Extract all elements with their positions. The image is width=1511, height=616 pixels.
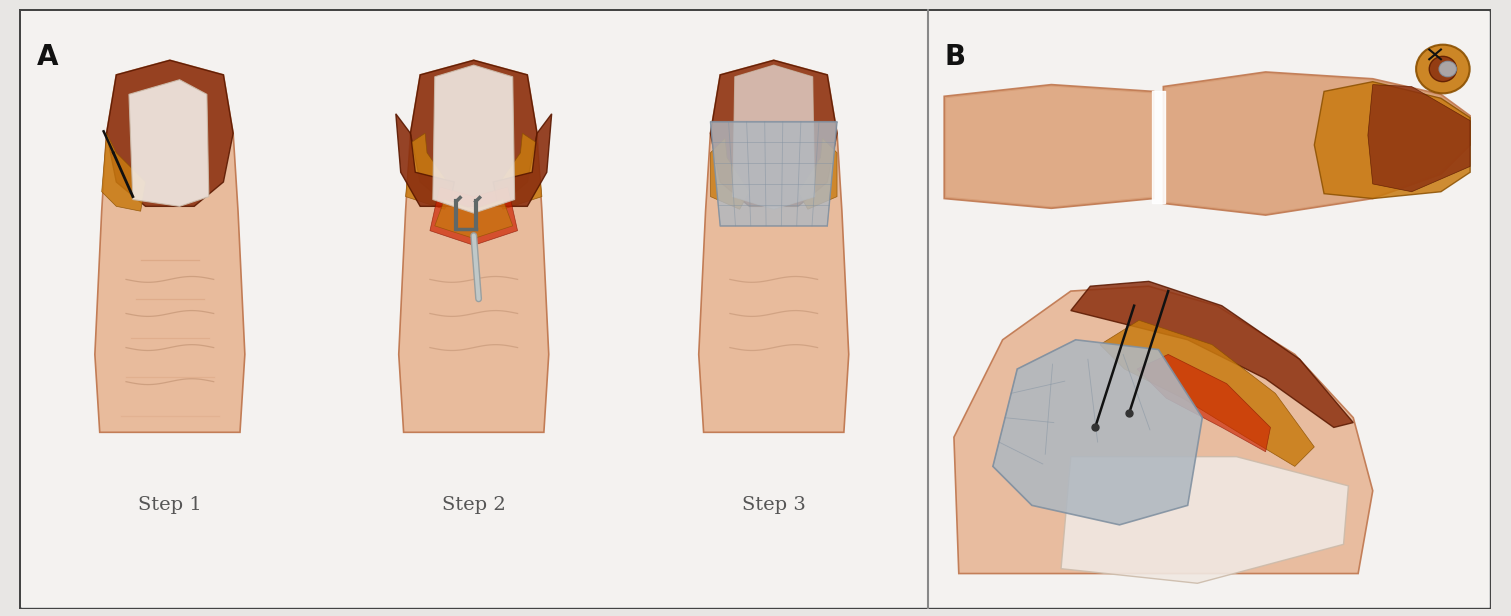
Ellipse shape xyxy=(1438,61,1457,77)
Polygon shape xyxy=(493,114,552,206)
Text: Step 2: Step 2 xyxy=(441,496,506,514)
Polygon shape xyxy=(710,60,837,206)
Polygon shape xyxy=(107,60,233,206)
Polygon shape xyxy=(710,121,837,226)
Polygon shape xyxy=(946,86,1151,206)
Polygon shape xyxy=(944,84,1153,208)
Polygon shape xyxy=(1138,354,1271,452)
Text: B: B xyxy=(944,43,966,71)
Polygon shape xyxy=(1163,72,1470,215)
Text: Step 1: Step 1 xyxy=(138,496,202,514)
Polygon shape xyxy=(128,79,209,206)
Polygon shape xyxy=(710,138,749,209)
Polygon shape xyxy=(1100,320,1315,466)
Ellipse shape xyxy=(1416,45,1470,94)
Polygon shape xyxy=(1315,82,1470,198)
Ellipse shape xyxy=(1429,56,1457,82)
Polygon shape xyxy=(396,114,455,206)
Polygon shape xyxy=(431,187,518,245)
Polygon shape xyxy=(1165,74,1469,213)
Polygon shape xyxy=(1061,456,1348,583)
Polygon shape xyxy=(1071,282,1354,428)
Polygon shape xyxy=(101,133,145,211)
Polygon shape xyxy=(399,60,548,432)
Polygon shape xyxy=(411,60,536,206)
Polygon shape xyxy=(432,65,515,213)
Polygon shape xyxy=(435,200,512,238)
Polygon shape xyxy=(405,133,455,209)
FancyBboxPatch shape xyxy=(21,10,926,607)
Polygon shape xyxy=(953,286,1373,573)
FancyBboxPatch shape xyxy=(929,10,1488,607)
Polygon shape xyxy=(698,60,849,432)
Polygon shape xyxy=(993,340,1203,525)
Text: A: A xyxy=(36,43,57,71)
Polygon shape xyxy=(733,65,814,209)
Polygon shape xyxy=(798,138,837,209)
Polygon shape xyxy=(95,60,245,432)
Text: Step 3: Step 3 xyxy=(742,496,805,514)
FancyBboxPatch shape xyxy=(20,9,1490,609)
Polygon shape xyxy=(493,133,542,209)
Polygon shape xyxy=(1367,84,1470,192)
